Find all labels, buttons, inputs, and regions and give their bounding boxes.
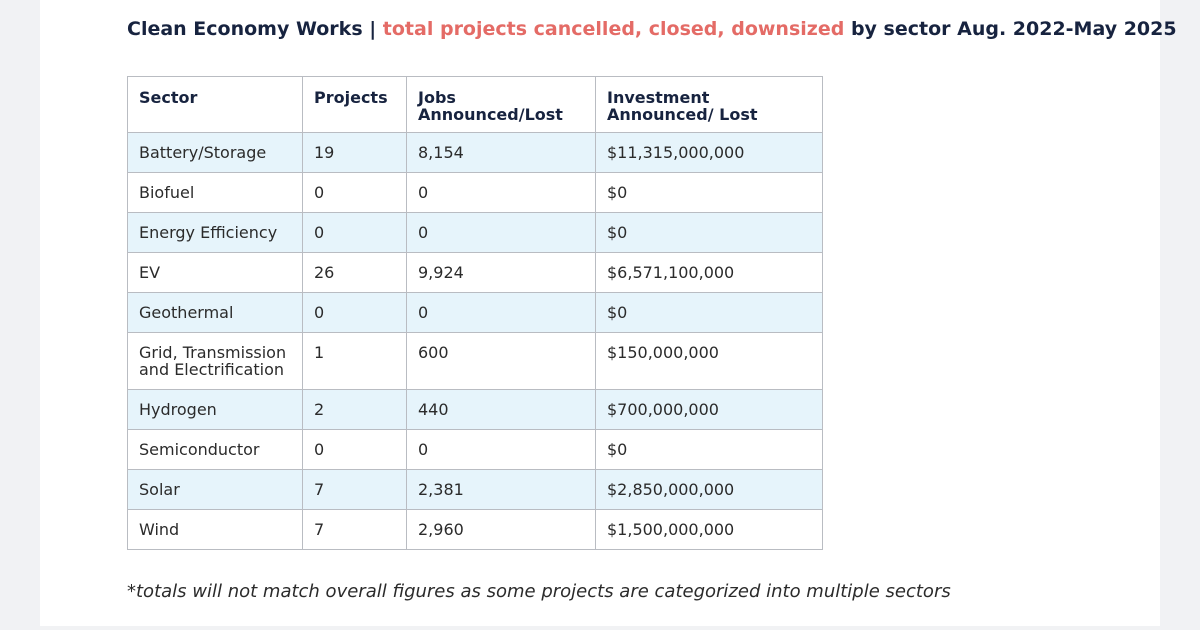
table-body: Battery/Storage 19 8,154 $11,315,000,000 Bio…	[127, 132, 823, 550]
sector-label-line: Geothermal	[139, 303, 234, 322]
column-header-line: Jobs	[418, 88, 456, 107]
cell-jobs: 2,960	[406, 509, 596, 550]
table-row: Wind 7 2,960 $1,500,000,000	[127, 509, 823, 550]
sector-label-line: Wind	[139, 520, 180, 539]
column-header-investment: Investment Announced/ Lost	[595, 76, 823, 133]
column-header-sector: Sector	[127, 76, 303, 133]
cell-projects: 26	[302, 252, 407, 293]
cell-sector: Wind	[127, 509, 303, 550]
cell-investment: $0	[595, 172, 823, 213]
sector-label-line: Grid, Transmission	[139, 343, 287, 362]
cell-investment: $0	[595, 292, 823, 333]
cell-projects: 1	[302, 332, 407, 390]
cell-sector: Hydrogen	[127, 389, 303, 430]
table-row: Solar 7 2,381 $2,850,000,000	[127, 469, 823, 510]
sector-label-line: Hydrogen	[139, 400, 217, 419]
cell-jobs: 0	[406, 429, 596, 470]
cell-projects: 7	[302, 469, 407, 510]
table-row: Biofuel 0 0 $0	[127, 172, 823, 213]
table-row: Grid, Transmission and Electrification 1 60…	[127, 332, 823, 390]
column-header-line: Announced/ Lost	[607, 105, 758, 124]
footnote: *totals will not match overall figures a…	[127, 581, 951, 602]
page: Clean Economy Works | total projects can…	[40, 0, 1177, 626]
column-header-line: Announced/Lost	[418, 105, 563, 124]
sector-label-line: Energy Efficiency	[139, 223, 278, 242]
table-row: EV 26 9,924 $6,571,100,000	[127, 252, 823, 293]
column-header-line: Projects	[314, 88, 388, 107]
cell-investment: $1,500,000,000	[595, 509, 823, 550]
title-prefix: Clean Economy Works |	[127, 18, 383, 40]
cell-sector: Grid, Transmission and Electrification	[127, 332, 303, 390]
cell-sector: Geothermal	[127, 292, 303, 333]
column-header-projects: Projects	[302, 76, 407, 133]
cell-projects: 0	[302, 172, 407, 213]
cell-investment: $0	[595, 429, 823, 470]
cell-projects: 2	[302, 389, 407, 430]
cell-jobs: 0	[406, 212, 596, 253]
table-row: Hydrogen 2 440 $700,000,000	[127, 389, 823, 430]
cell-jobs: 600	[406, 332, 596, 390]
cell-jobs: 440	[406, 389, 596, 430]
table-row: Semiconductor 0 0 $0	[127, 429, 823, 470]
cell-jobs: 9,924	[406, 252, 596, 293]
cell-projects: 0	[302, 429, 407, 470]
cell-investment: $11,315,000,000	[595, 132, 823, 173]
page-title: Clean Economy Works | total projects can…	[127, 18, 1177, 40]
column-header-line: Investment	[607, 88, 710, 107]
cell-investment: $6,571,100,000	[595, 252, 823, 293]
cell-sector: Battery/Storage	[127, 132, 303, 173]
cell-investment: $700,000,000	[595, 389, 823, 430]
cell-projects: 0	[302, 292, 407, 333]
cell-sector: EV	[127, 252, 303, 293]
column-header-jobs: Jobs Announced/Lost	[406, 76, 596, 133]
cell-projects: 7	[302, 509, 407, 550]
table-row: Geothermal 0 0 $0	[127, 292, 823, 333]
cell-investment: $0	[595, 212, 823, 253]
cell-jobs: 8,154	[406, 132, 596, 173]
sector-table: Sector Projects Jobs Announced/Lost Investme…	[127, 76, 823, 550]
table-header: Sector Projects Jobs Announced/Lost Investme…	[127, 76, 823, 133]
header-row: Sector Projects Jobs Announced/Lost Investme…	[127, 76, 823, 133]
sector-label-line: Biofuel	[139, 183, 195, 202]
column-header-line: Sector	[139, 88, 198, 107]
cell-sector: Solar	[127, 469, 303, 510]
title-suffix: by sector Aug. 2022-May 2025	[844, 18, 1177, 40]
sector-label-line: Semiconductor	[139, 440, 260, 459]
cell-jobs: 0	[406, 292, 596, 333]
cell-sector: Biofuel	[127, 172, 303, 213]
cell-jobs: 0	[406, 172, 596, 213]
cell-projects: 19	[302, 132, 407, 173]
cell-jobs: 2,381	[406, 469, 596, 510]
sector-label-line: Battery/Storage	[139, 143, 267, 162]
cell-sector: Semiconductor	[127, 429, 303, 470]
sector-label-line: and Electrification	[139, 360, 285, 379]
table-row: Energy Efficiency 0 0 $0	[127, 212, 823, 253]
cell-sector: Energy Efficiency	[127, 212, 303, 253]
sector-label-line: EV	[139, 263, 161, 282]
cell-projects: 0	[302, 212, 407, 253]
sector-label-line: Solar	[139, 480, 180, 499]
table-row: Battery/Storage 19 8,154 $11,315,000,000	[127, 132, 823, 173]
title-accent: total projects cancelled, closed, downsi…	[382, 18, 845, 40]
cell-investment: $2,850,000,000	[595, 469, 823, 510]
cell-investment: $150,000,000	[595, 332, 823, 390]
